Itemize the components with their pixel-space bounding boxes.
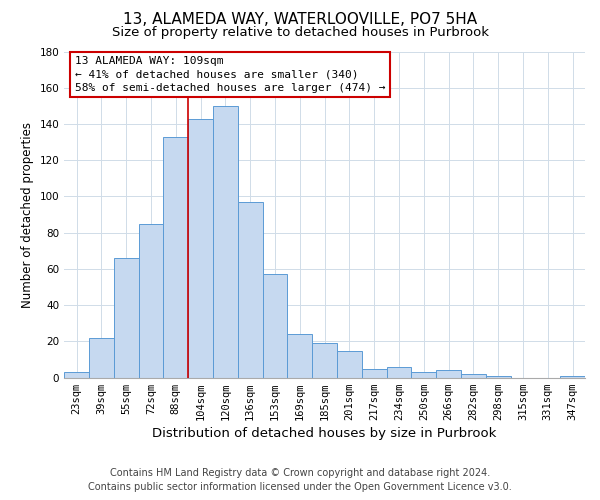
Bar bbox=[337, 350, 362, 378]
Bar bbox=[188, 118, 213, 378]
X-axis label: Distribution of detached houses by size in Purbrook: Distribution of detached houses by size … bbox=[152, 427, 497, 440]
Bar bbox=[560, 376, 585, 378]
Bar bbox=[139, 224, 163, 378]
Bar bbox=[263, 274, 287, 378]
Bar bbox=[461, 374, 486, 378]
Bar bbox=[64, 372, 89, 378]
Text: 13, ALAMEDA WAY, WATERLOOVILLE, PO7 5HA: 13, ALAMEDA WAY, WATERLOOVILLE, PO7 5HA bbox=[123, 12, 477, 28]
Bar bbox=[287, 334, 312, 378]
Text: 13 ALAMEDA WAY: 109sqm
← 41% of detached houses are smaller (340)
58% of semi-de: 13 ALAMEDA WAY: 109sqm ← 41% of detached… bbox=[74, 56, 385, 93]
Bar bbox=[89, 338, 114, 378]
Bar bbox=[386, 367, 412, 378]
Bar bbox=[486, 376, 511, 378]
Bar bbox=[436, 370, 461, 378]
Bar bbox=[362, 368, 386, 378]
Bar bbox=[114, 258, 139, 378]
Bar bbox=[213, 106, 238, 378]
Text: Contains HM Land Registry data © Crown copyright and database right 2024.
Contai: Contains HM Land Registry data © Crown c… bbox=[88, 468, 512, 492]
Bar bbox=[312, 344, 337, 378]
Bar bbox=[412, 372, 436, 378]
Bar bbox=[163, 136, 188, 378]
Y-axis label: Number of detached properties: Number of detached properties bbox=[21, 122, 34, 308]
Text: Size of property relative to detached houses in Purbrook: Size of property relative to detached ho… bbox=[112, 26, 488, 39]
Bar bbox=[238, 202, 263, 378]
